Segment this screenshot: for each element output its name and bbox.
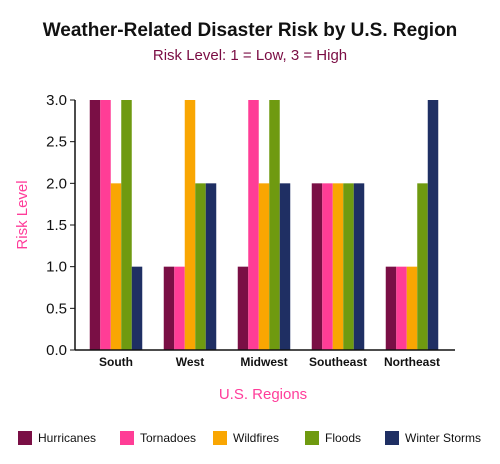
x-tick-label: West xyxy=(176,355,204,369)
bar-hurricanes-midwest xyxy=(237,266,249,350)
x-tick-label: Midwest xyxy=(240,355,287,369)
chart-title: Weather-Related Disaster Risk by U.S. Re… xyxy=(43,20,458,41)
bar-winter-storms-west xyxy=(205,183,217,350)
bar-winter-storms-northeast xyxy=(427,100,439,350)
bar-hurricanes-northeast xyxy=(385,266,397,350)
bar-wildfires-midwest xyxy=(258,183,270,350)
y-tick-label: 1.0 xyxy=(46,259,67,276)
bar-winter-storms-midwest xyxy=(279,183,291,350)
legend-swatch xyxy=(18,431,32,445)
legend-label: Wildfires xyxy=(233,431,279,445)
bar-floods-west xyxy=(195,183,206,350)
y-tick-label: 0.0 xyxy=(46,342,67,359)
legend-swatch xyxy=(385,431,399,445)
legend: Hurricanes Tornadoes Wildfires Floods Winter… xyxy=(18,431,481,445)
bar-wildfires-south xyxy=(110,183,122,350)
chart-subtitle: Risk Level: 1 = Low, 3 = High xyxy=(153,47,347,64)
bar-wildfires-southeast xyxy=(332,183,344,350)
bar-tornadoes-midwest xyxy=(248,100,259,350)
bar-winter-storms-south xyxy=(131,266,143,350)
legend-label: Floods xyxy=(325,431,361,445)
x-axis-ticks: South West Midwest Southeast Northeast xyxy=(99,355,440,369)
bar-floods-midwest xyxy=(269,100,280,350)
y-tick-label: 0.5 xyxy=(46,300,67,317)
bar-winter-storms-southeast xyxy=(353,183,365,350)
bar-floods-southeast xyxy=(343,183,354,350)
x-tick-label: Southeast xyxy=(309,355,367,369)
x-tick-label: South xyxy=(99,355,133,369)
bar-floods-south xyxy=(121,100,132,350)
bar-tornadoes-southeast xyxy=(322,183,333,350)
y-tick-label: 2.0 xyxy=(46,175,67,192)
y-tick-label: 1.5 xyxy=(46,217,67,234)
bar-wildfires-west xyxy=(184,100,196,350)
bar-tornadoes-south xyxy=(100,100,111,350)
legend-swatch xyxy=(213,431,227,445)
x-axis-label: U.S. Regions xyxy=(219,386,307,403)
bar-hurricanes-west xyxy=(163,266,175,350)
legend-swatch xyxy=(305,431,319,445)
x-tick-label: Northeast xyxy=(384,355,440,369)
legend-label: Tornadoes xyxy=(140,431,196,445)
bar-hurricanes-southeast xyxy=(311,183,323,350)
bar-wildfires-northeast xyxy=(406,266,418,350)
bar-hurricanes-south xyxy=(89,100,101,350)
bar-tornadoes-northeast xyxy=(396,266,407,350)
y-tick-label: 2.5 xyxy=(46,134,67,151)
y-axis-label: Risk Level xyxy=(14,180,31,249)
legend-label: Hurricanes xyxy=(38,431,96,445)
legend-swatch xyxy=(120,431,134,445)
y-tick-label: 3.0 xyxy=(46,92,67,109)
plot-area xyxy=(89,100,439,350)
legend-label: Winter Storms xyxy=(405,431,481,445)
bar-tornadoes-west xyxy=(174,266,185,350)
y-axis-ticks: 0.0 0.5 1.0 1.5 2.0 2.5 3.0 xyxy=(46,92,75,359)
bar-floods-northeast xyxy=(417,183,428,350)
